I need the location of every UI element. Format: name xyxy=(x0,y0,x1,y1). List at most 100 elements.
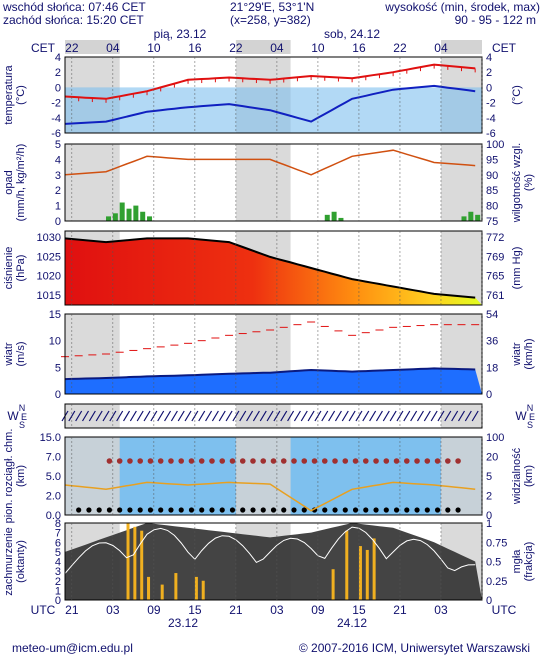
grid-point-label: (x=258, y=382) xyxy=(230,13,311,27)
compass-s: S xyxy=(527,420,533,430)
wind-direction-arrow xyxy=(239,410,247,422)
fog-ylabel: mgła xyxy=(511,549,523,574)
pressure-ytick: 1030 xyxy=(37,232,61,244)
top-tick-label: 22 xyxy=(393,41,407,55)
wind-direction-arrow xyxy=(129,410,137,422)
bottom-tick-label: 21 xyxy=(65,603,79,617)
cloud-base-dot xyxy=(199,507,205,513)
wind-direction-arrow xyxy=(225,410,233,422)
night-band xyxy=(235,437,291,515)
cloud-base-dot xyxy=(445,507,451,513)
top-tick-label: 16 xyxy=(188,41,202,55)
cloud-top-dot xyxy=(455,458,461,464)
cloud-base-dot xyxy=(404,507,410,513)
wind-direction-arrow xyxy=(328,410,336,422)
pressure-ylabel: ciśnienie xyxy=(3,247,15,290)
cloud-base-dot xyxy=(434,507,441,513)
utc-left-label: UTC xyxy=(31,603,56,617)
fog-bar xyxy=(160,584,164,600)
pressure-ytick-right: 772 xyxy=(486,232,504,244)
precip-bar xyxy=(119,202,125,221)
compass-w: W xyxy=(515,409,527,423)
wind-ytick-right: 18 xyxy=(486,362,498,374)
wind-direction-arrow xyxy=(341,410,349,422)
wind-direction-arrow xyxy=(430,410,438,422)
wind-direction-arrow xyxy=(252,410,260,422)
top-axis-night-0 xyxy=(65,40,120,54)
fog-ylabel: (frakcja) xyxy=(523,542,535,582)
fog-ytick: 1 xyxy=(486,518,492,530)
wind-direction-arrow xyxy=(382,410,390,422)
wind-direction-arrow xyxy=(416,410,424,422)
fog-bar xyxy=(140,530,144,600)
low-cloud-line xyxy=(64,526,476,574)
top-tick-label: 22 xyxy=(229,41,243,55)
precip-ytick: 1 xyxy=(55,201,61,213)
wind-direction-arrow xyxy=(75,410,83,422)
precip-ytick: 2 xyxy=(55,185,61,197)
wind-ytick: 15 xyxy=(49,309,61,321)
cloud-base-dot xyxy=(322,507,328,513)
wind-direction-arrow xyxy=(348,410,356,422)
cloud-top-dot xyxy=(373,458,379,464)
wind-direction-arrow xyxy=(123,410,131,422)
contact-email[interactable]: meteo-um@icm.edu.pl xyxy=(12,641,133,655)
wind-direction-arrow xyxy=(170,410,178,422)
tz-right-label: CET xyxy=(492,41,517,55)
cloud-base-dot xyxy=(158,507,164,513)
bottom-tick-label: 09 xyxy=(311,603,325,617)
wind-direction-arrow xyxy=(198,410,206,422)
wind-direction-arrow xyxy=(307,410,315,422)
fog-bar xyxy=(126,523,130,600)
cloud-top-dot xyxy=(301,458,308,464)
pressure-ytick-right: 769 xyxy=(486,251,504,263)
visibility-ylabel: widzialność xyxy=(511,447,523,505)
bottom-tick-label: 03 xyxy=(270,603,284,617)
cloud-base-dot xyxy=(209,507,215,513)
pressure-ytick-right: 765 xyxy=(486,271,504,283)
humidity-ytick: 100 xyxy=(486,139,504,151)
wind-ylabel-right: (km/h) xyxy=(523,338,535,369)
pressure-ylabel-right: (mm Hg) xyxy=(511,247,523,290)
cloud-base-dot xyxy=(383,507,389,513)
sunrise-label: wschód słońca: 07:46 CET xyxy=(3,0,146,14)
wind-direction-arrow xyxy=(102,410,110,422)
visibility-ytick: 100 xyxy=(486,432,504,444)
cloud-base-dot xyxy=(250,507,256,513)
temp-ylabel-right: (°C) xyxy=(511,85,523,105)
cloud-cover-ytick: 4 xyxy=(55,557,61,569)
altitude-label: wysokość (min, środek, max) xyxy=(385,0,540,14)
wind-direction-arrow xyxy=(321,410,329,422)
cloud-base-dot xyxy=(168,507,174,513)
fog-bar xyxy=(372,538,376,600)
cloud-top-dot xyxy=(209,458,215,464)
wind-mean-line xyxy=(64,367,476,381)
cloud-base-ylabel: pion. rozciągł. chm. xyxy=(3,429,15,524)
wind-direction-arrow xyxy=(389,410,397,422)
pressure-line xyxy=(64,237,476,299)
visibility-ylabel: (km) xyxy=(523,465,535,487)
altitude-values: 90 - 95 - 122 m xyxy=(454,13,536,27)
precip-bar xyxy=(338,217,344,221)
precip-bar xyxy=(331,211,337,221)
temp-ytick-right: 2 xyxy=(486,67,492,79)
top-tick-label: 10 xyxy=(311,41,325,55)
cloud-top-dot xyxy=(106,458,113,464)
fog-bar xyxy=(345,530,349,600)
cloud-top-dot xyxy=(250,458,256,464)
wind-direction-arrow xyxy=(280,410,288,422)
cloud-cover-ytick: 8 xyxy=(55,518,61,530)
temp-ylabel: temperatura xyxy=(3,64,15,124)
wind-direction-arrow xyxy=(375,410,383,422)
cloud-base-dot xyxy=(86,507,92,513)
fog-bar xyxy=(331,569,335,600)
compass-n: N xyxy=(527,403,534,413)
wind-ylabel-right: wiatr xyxy=(511,342,523,367)
fog-bar xyxy=(194,576,198,600)
temp-ytick-right: 4 xyxy=(486,52,492,64)
cloud-base-dot xyxy=(342,507,348,513)
utc-right-label: UTC xyxy=(492,603,517,617)
cloud-top-dot xyxy=(280,458,287,464)
bottom-day1-label: 23.12 xyxy=(168,616,198,630)
wind-direction-arrow xyxy=(403,410,411,422)
